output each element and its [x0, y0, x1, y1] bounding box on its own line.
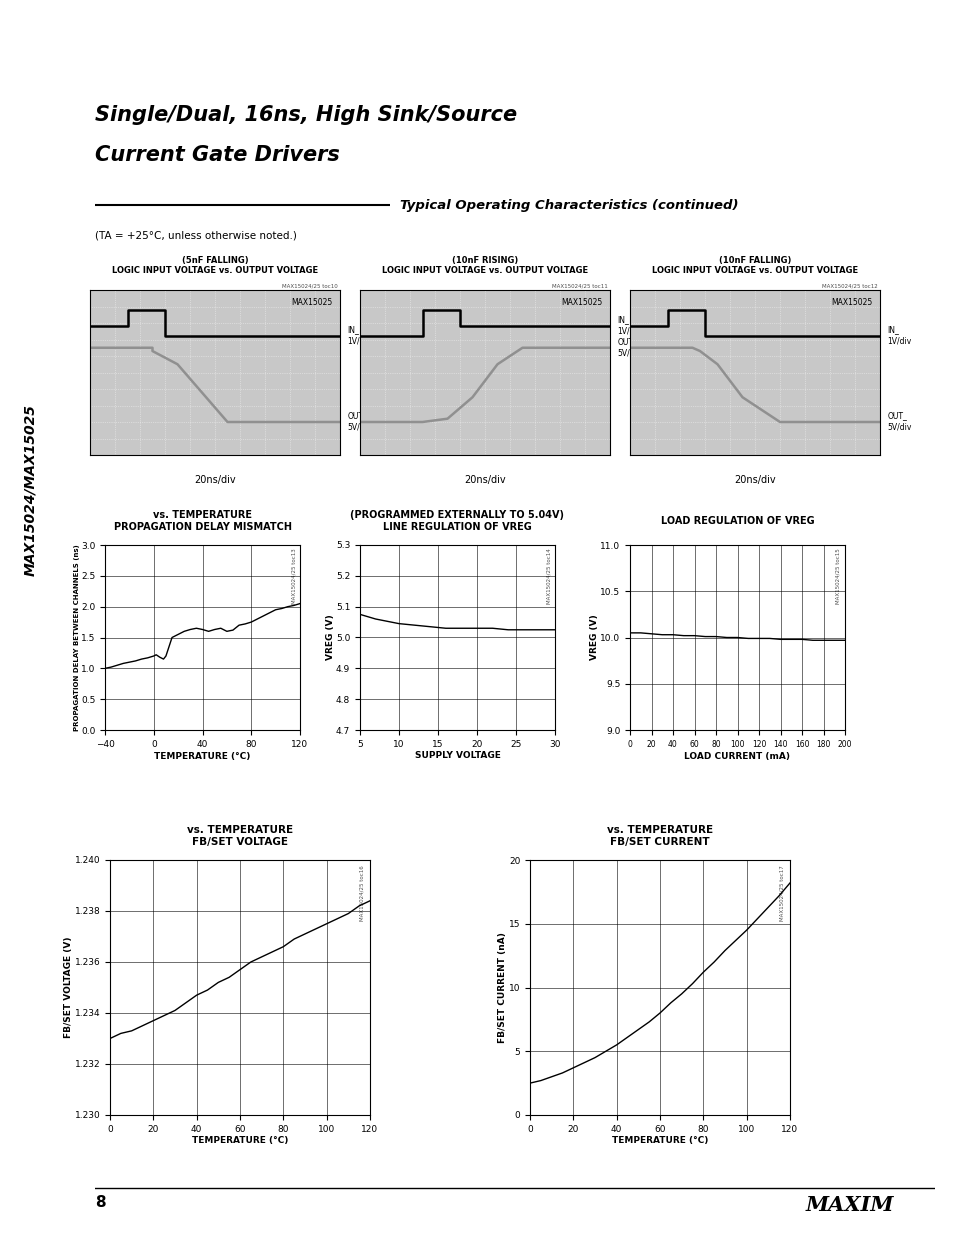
Text: IN_: IN_	[886, 325, 899, 335]
X-axis label: TEMPERATURE (°C): TEMPERATURE (°C)	[154, 752, 251, 761]
Text: 1V/div: 1V/div	[617, 327, 641, 336]
Text: OUT_: OUT_	[347, 411, 367, 420]
Text: 1V/div: 1V/div	[347, 337, 372, 346]
Text: 5V/div: 5V/div	[886, 422, 911, 431]
Text: MAX15025: MAX15025	[291, 298, 333, 308]
Text: LOGIC INPUT VOLTAGE vs. OUTPUT VOLTAGE: LOGIC INPUT VOLTAGE vs. OUTPUT VOLTAGE	[381, 266, 587, 275]
Text: PROPAGATION DELAY MISMATCH: PROPAGATION DELAY MISMATCH	[113, 522, 292, 532]
Y-axis label: VREG (V): VREG (V)	[589, 615, 598, 661]
Text: 20ns/div: 20ns/div	[734, 475, 775, 485]
Text: (PROGRAMMED EXTERNALLY TO 5.04V): (PROGRAMMED EXTERNALLY TO 5.04V)	[350, 510, 564, 520]
Text: Single/Dual, 16ns, High Sink/Source: Single/Dual, 16ns, High Sink/Source	[95, 105, 517, 125]
Text: (5nF FALLING): (5nF FALLING)	[181, 256, 248, 266]
Text: MAX15024/25 toc11: MAX15024/25 toc11	[551, 283, 607, 288]
Text: MAX15025: MAX15025	[830, 298, 872, 308]
Text: 20ns/div: 20ns/div	[194, 475, 235, 485]
Text: MAX15024/MAX15025: MAX15024/MAX15025	[23, 404, 37, 576]
Y-axis label: VREG (V): VREG (V)	[325, 615, 335, 661]
Text: OUT_: OUT_	[617, 337, 637, 346]
Text: FB/SET CURRENT: FB/SET CURRENT	[610, 837, 709, 847]
Text: MAX15024/25 toc17: MAX15024/25 toc17	[779, 864, 784, 921]
Text: MAX15024/25 toc12: MAX15024/25 toc12	[821, 283, 877, 288]
Text: (TA = +25°C, unless otherwise noted.): (TA = +25°C, unless otherwise noted.)	[95, 230, 296, 240]
Text: FB/SET VOLTAGE: FB/SET VOLTAGE	[192, 837, 288, 847]
Text: MAXIM: MAXIM	[804, 1195, 893, 1215]
Text: MAX15025: MAX15025	[560, 298, 602, 308]
Y-axis label: PROPAGATION DELAY BETWEEN CHANNELS (ns): PROPAGATION DELAY BETWEEN CHANNELS (ns)	[73, 545, 79, 731]
Text: Current Gate Drivers: Current Gate Drivers	[95, 144, 339, 165]
X-axis label: TEMPERATURE (°C): TEMPERATURE (°C)	[611, 1136, 707, 1146]
Text: LOGIC INPUT VOLTAGE vs. OUTPUT VOLTAGE: LOGIC INPUT VOLTAGE vs. OUTPUT VOLTAGE	[651, 266, 857, 275]
Text: LOAD REGULATION OF VREG: LOAD REGULATION OF VREG	[660, 516, 814, 526]
Text: (10nF RISING): (10nF RISING)	[452, 256, 517, 266]
X-axis label: TEMPERATURE (°C): TEMPERATURE (°C)	[192, 1136, 288, 1146]
X-axis label: SUPPLY VOLTAGE: SUPPLY VOLTAGE	[415, 752, 500, 761]
Text: OUT_: OUT_	[886, 411, 906, 420]
Text: Typical Operating Characteristics (continued): Typical Operating Characteristics (conti…	[399, 199, 738, 211]
Text: LOGIC INPUT VOLTAGE vs. OUTPUT VOLTAGE: LOGIC INPUT VOLTAGE vs. OUTPUT VOLTAGE	[112, 266, 317, 275]
Text: 1V/div: 1V/div	[886, 337, 911, 346]
Text: vs. TEMPERATURE: vs. TEMPERATURE	[187, 825, 293, 835]
Text: MAX15024/25 toc16: MAX15024/25 toc16	[359, 864, 364, 921]
Text: 8: 8	[95, 1195, 106, 1210]
Text: MAX15024/25 toc14: MAX15024/25 toc14	[545, 548, 551, 604]
Text: vs. TEMPERATURE: vs. TEMPERATURE	[606, 825, 712, 835]
Text: vs. TEMPERATURE: vs. TEMPERATURE	[152, 510, 252, 520]
Text: MAX15024/25 toc13: MAX15024/25 toc13	[291, 548, 295, 604]
Text: IN_: IN_	[347, 325, 359, 335]
Text: 20ns/div: 20ns/div	[464, 475, 505, 485]
Text: MAX15024/25 toc15: MAX15024/25 toc15	[835, 548, 840, 604]
Y-axis label: FB/SET CURRENT (nA): FB/SET CURRENT (nA)	[497, 932, 507, 1042]
Y-axis label: FB/SET VOLTAGE (V): FB/SET VOLTAGE (V)	[64, 937, 73, 1039]
Text: 5V/div: 5V/div	[617, 348, 641, 357]
Text: IN_: IN_	[617, 315, 629, 325]
Text: 5V/div: 5V/div	[347, 422, 372, 431]
Text: LINE REGULATION OF VREG: LINE REGULATION OF VREG	[383, 522, 532, 532]
Text: (10nF FALLING): (10nF FALLING)	[718, 256, 790, 266]
X-axis label: LOAD CURRENT (mA): LOAD CURRENT (mA)	[684, 752, 790, 761]
Text: MAX15024/25 toc10: MAX15024/25 toc10	[281, 283, 337, 288]
